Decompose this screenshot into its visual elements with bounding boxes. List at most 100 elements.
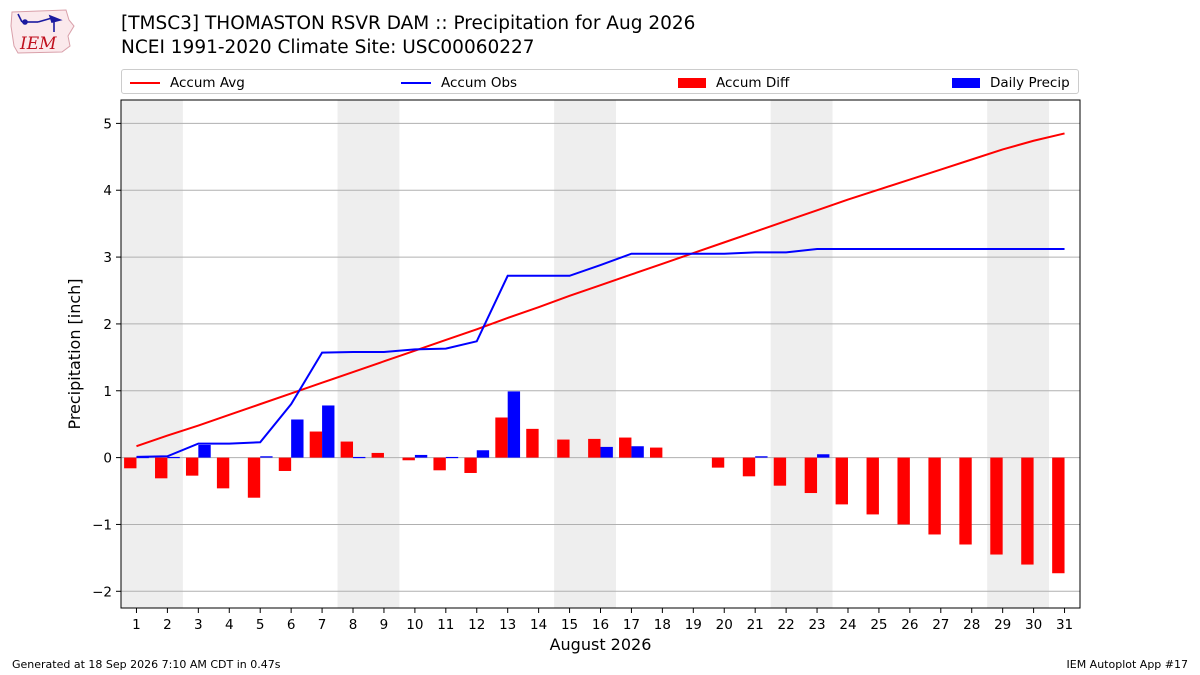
bar-daily-precip-12 <box>476 450 490 458</box>
bar-daily-precip-23 <box>817 454 830 458</box>
xtick-label-20: 20 <box>716 617 733 633</box>
footer-app: IEM Autoplot App #17 <box>1066 658 1189 671</box>
xtick-label-19: 19 <box>685 617 702 633</box>
legend-swatch-accum-obs <box>401 81 431 84</box>
chart-title: [TMSC3] THOMASTON RSVR DAM :: Precipitat… <box>121 13 696 34</box>
xtick-label-10: 10 <box>406 617 423 633</box>
ytick-label-6: 4 <box>103 183 112 199</box>
footer-generated: Generated at 18 Sep 2026 7:10 AM CDT in … <box>12 658 281 671</box>
xtick-label-16: 16 <box>592 617 609 633</box>
legend-label-accum-avg: Accum Avg <box>170 74 245 91</box>
weekend-band-1 <box>121 100 183 608</box>
bar-accum-diff-2 <box>155 457 168 479</box>
weekend-band-4 <box>770 100 833 608</box>
xtick-label-17: 17 <box>623 617 640 633</box>
bar-accum-diff-9 <box>371 452 384 458</box>
bar-daily-precip-2 <box>167 456 180 459</box>
bar-daily-precip-13 <box>507 391 521 458</box>
xtick-label-3: 3 <box>194 617 203 633</box>
bar-accum-diff-26 <box>897 457 910 525</box>
ytick-label-1: −1 <box>92 517 112 533</box>
xtick-label-30: 30 <box>1025 617 1042 633</box>
bar-accum-diff-15 <box>557 439 570 458</box>
xtick-label-25: 25 <box>870 617 887 633</box>
xtick-label-21: 21 <box>747 617 764 633</box>
legend: Accum Avg Accum Obs Accum Diff Daily Pre… <box>121 69 1079 94</box>
bar-accum-diff-1 <box>124 457 137 469</box>
legend-swatch-daily-precip <box>952 77 980 88</box>
bar-daily-precip-8 <box>353 456 366 459</box>
xtick-label-12: 12 <box>468 617 485 633</box>
bar-daily-precip-3 <box>198 444 211 458</box>
bar-accum-diff-22 <box>773 457 787 486</box>
bar-daily-precip-17 <box>631 446 644 458</box>
xtick-label-9: 9 <box>380 617 389 633</box>
y-axis-label: Precipitation [inch] <box>65 278 84 429</box>
xtick-label-5: 5 <box>256 617 265 633</box>
bar-accum-diff-31 <box>1052 457 1065 574</box>
bar-daily-precip-5 <box>260 456 273 458</box>
legend-item-daily-precip: Daily Precip <box>952 70 1070 95</box>
bar-accum-diff-3 <box>185 457 199 476</box>
bar-accum-diff-11 <box>433 457 446 471</box>
bar-daily-precip-10 <box>414 454 428 458</box>
bar-accum-diff-30 <box>1021 457 1034 565</box>
bar-accum-diff-8 <box>340 441 354 458</box>
bar-accum-diff-14 <box>526 428 539 458</box>
bar-accum-diff-4 <box>216 457 230 489</box>
ytick-label-2: 0 <box>103 451 112 467</box>
xtick-label-14: 14 <box>530 617 547 633</box>
xtick-label-11: 11 <box>437 617 454 633</box>
xtick-label-23: 23 <box>808 617 825 633</box>
xtick-label-18: 18 <box>654 617 671 633</box>
xtick-label-15: 15 <box>561 617 578 633</box>
xtick-label-4: 4 <box>225 617 234 633</box>
legend-item-accum-avg: Accum Avg <box>130 70 245 95</box>
bar-accum-diff-28 <box>959 457 972 545</box>
xtick-label-24: 24 <box>839 617 856 633</box>
bar-daily-precip-11 <box>445 456 459 459</box>
weather-station-icon <box>17 13 63 32</box>
xtick-label-7: 7 <box>318 617 327 633</box>
bar-accum-diff-24 <box>835 457 848 505</box>
xtick-label-6: 6 <box>287 617 296 633</box>
bar-daily-precip-16 <box>600 446 613 458</box>
bar-accum-diff-27 <box>928 457 941 535</box>
bar-accum-diff-25 <box>866 457 879 515</box>
ytick-label-5: 3 <box>103 250 112 266</box>
legend-label-accum-diff: Accum Diff <box>716 74 790 91</box>
xtick-label-28: 28 <box>963 617 980 633</box>
weekend-band-3 <box>554 100 616 608</box>
xtick-label-27: 27 <box>932 617 949 633</box>
weekend-band-2 <box>337 100 400 608</box>
bar-accum-diff-20 <box>711 457 725 468</box>
ytick-label-7: 5 <box>103 116 112 132</box>
legend-label-daily-precip: Daily Precip <box>990 74 1070 91</box>
ytick-label-0: −2 <box>92 584 112 600</box>
bar-accum-diff-5 <box>247 457 261 498</box>
legend-swatch-accum-avg <box>130 81 160 84</box>
bar-accum-diff-7 <box>309 431 323 458</box>
xtick-label-2: 2 <box>163 617 172 633</box>
bar-accum-diff-17 <box>619 437 632 458</box>
xtick-label-8: 8 <box>349 617 358 633</box>
bar-daily-precip-6 <box>291 419 304 458</box>
legend-label-accum-obs: Accum Obs <box>441 74 518 91</box>
bar-accum-diff-13 <box>495 417 508 458</box>
bar-daily-precip-7 <box>322 405 335 458</box>
bar-accum-diff-16 <box>588 438 601 458</box>
xtick-label-29: 29 <box>994 617 1011 633</box>
xtick-label-31: 31 <box>1056 617 1073 633</box>
xtick-label-22: 22 <box>778 617 795 633</box>
x-axis-label: August 2026 <box>550 635 652 654</box>
bar-accum-diff-23 <box>804 457 818 494</box>
bar-accum-diff-29 <box>990 457 1003 555</box>
iem-logo: IEM <box>10 9 75 54</box>
bar-accum-diff-21 <box>742 457 756 477</box>
ytick-label-4: 2 <box>103 317 112 333</box>
legend-item-accum-diff: Accum Diff <box>678 70 789 95</box>
line-accum-avg <box>136 132 1065 448</box>
legend-item-accum-obs: Accum Obs <box>401 70 517 95</box>
xtick-label-26: 26 <box>901 617 918 633</box>
